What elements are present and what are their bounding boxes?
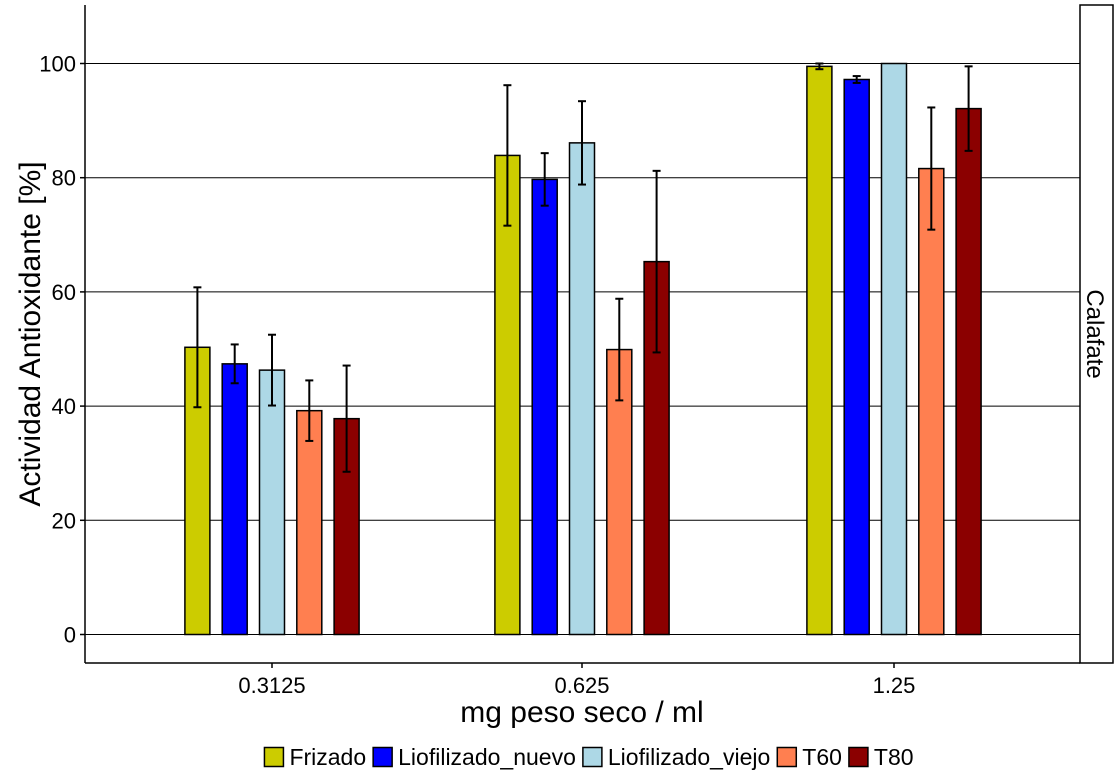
- error-bars: [193, 62, 973, 473]
- error-bar: [342, 364, 351, 473]
- error-bar: [652, 169, 661, 354]
- bar: [843, 78, 870, 636]
- x-tick-label: 1.25: [873, 673, 916, 698]
- facet-label: Calafate: [1081, 289, 1108, 378]
- bar: [955, 107, 982, 636]
- legend-label: Liofilizado_nuevo: [398, 744, 576, 770]
- error-bar: [193, 286, 202, 409]
- bar: [568, 142, 596, 636]
- error-bar: [503, 84, 512, 227]
- error-bar: [964, 65, 973, 152]
- bar: [918, 167, 945, 636]
- legend-swatch: [848, 746, 869, 768]
- legend-item: T60: [776, 744, 842, 770]
- error-bar: [230, 343, 239, 385]
- facet-strip: [1079, 4, 1114, 664]
- error-bar: [268, 333, 276, 407]
- legend-swatch: [776, 746, 798, 768]
- x-tick-label: 0.3125: [238, 673, 305, 698]
- y-tick-label: 80: [52, 166, 76, 191]
- bar: [531, 178, 558, 636]
- legend-label: T80: [874, 744, 914, 770]
- legend-item: Liofilizado_viejo: [582, 744, 770, 770]
- legend-item: Frizado: [263, 744, 366, 770]
- legend: Frizado Liofilizado_nuevo Liofilizado_viej…: [263, 744, 914, 770]
- legend-swatch: [263, 746, 285, 768]
- legend-item: T80: [848, 744, 914, 770]
- error-bar: [815, 62, 824, 71]
- bar: [880, 62, 908, 636]
- legend-label: T60: [802, 744, 842, 770]
- legend-swatch: [582, 746, 603, 768]
- x-tick-labels: 0.3125 0.625 1.25: [238, 663, 915, 698]
- bar: [258, 369, 286, 636]
- y-tick-labels: 0 20 40 60 80 100: [39, 52, 85, 648]
- error-bar: [305, 379, 314, 442]
- legend-label: Liofilizado_viejo: [608, 744, 770, 770]
- x-tick-label: 0.625: [554, 673, 609, 698]
- bar: [494, 154, 521, 636]
- x-axis-title: mg peso seco / ml: [460, 696, 703, 729]
- error-bar: [615, 297, 624, 402]
- y-tick-label: 20: [52, 508, 76, 533]
- error-bar: [540, 152, 549, 207]
- legend-label: Frizado: [289, 744, 366, 770]
- error-bar: [852, 75, 861, 84]
- y-tick-label: 0: [64, 623, 76, 648]
- legend-item: Liofilizado_nuevo: [372, 744, 576, 770]
- bar: [806, 65, 833, 636]
- y-tick-label: 60: [52, 280, 76, 305]
- y-tick-label: 40: [52, 394, 76, 419]
- bar: [221, 363, 248, 636]
- bar: [296, 409, 323, 636]
- legend-swatch: [372, 746, 393, 768]
- y-axis-title: Actividad Antioxidante [%]: [14, 161, 47, 506]
- error-bar: [578, 100, 586, 186]
- error-bar: [927, 106, 936, 231]
- y-tick-label: 100: [39, 52, 76, 77]
